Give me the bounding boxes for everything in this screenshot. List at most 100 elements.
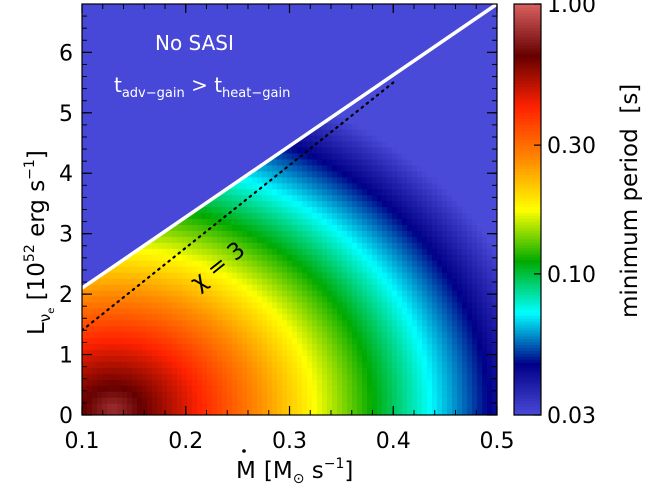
heatmap-cell bbox=[467, 242, 473, 249]
heatmap-cell bbox=[377, 194, 383, 202]
heatmap-cell bbox=[272, 337, 278, 345]
heatmap-cell bbox=[487, 75, 493, 83]
heatmap-cell bbox=[432, 141, 438, 148]
heatmap-cell bbox=[222, 307, 228, 315]
heatmap-cell bbox=[327, 164, 333, 172]
heatmap-cell bbox=[247, 242, 253, 249]
heatmap-cell bbox=[342, 355, 348, 362]
heatmap-cell bbox=[417, 123, 423, 130]
heatmap-cell bbox=[317, 218, 323, 225]
heatmap-cell bbox=[252, 379, 258, 386]
heatmap-cell bbox=[87, 379, 93, 386]
heatmap-cell bbox=[467, 260, 473, 267]
heatmap-cell bbox=[337, 158, 343, 166]
heatmap-cell bbox=[432, 295, 438, 303]
heatmap-cell bbox=[132, 349, 138, 357]
heatmap-cell bbox=[487, 146, 493, 154]
heatmap-cell bbox=[447, 117, 453, 124]
heatmap-cell bbox=[192, 343, 198, 351]
heatmap-cell bbox=[362, 385, 368, 392]
heatmap-cell bbox=[462, 152, 468, 160]
heatmap-cell bbox=[147, 409, 153, 415]
heatmap-cell bbox=[337, 176, 343, 184]
heatmap-cell bbox=[412, 230, 418, 237]
heatmap-cell bbox=[302, 272, 308, 279]
heatmap-cell bbox=[87, 319, 93, 327]
heatmap-cell bbox=[432, 200, 438, 208]
heatmap-cell bbox=[97, 325, 103, 333]
heatmap-cell bbox=[482, 349, 488, 357]
heatmap-cell bbox=[482, 272, 488, 279]
heatmap-cell bbox=[317, 242, 323, 249]
heatmap-cell bbox=[392, 385, 398, 392]
heatmap-cell bbox=[302, 355, 308, 362]
heatmap-cell bbox=[187, 307, 193, 315]
heatmap-cell bbox=[442, 87, 448, 94]
heatmap-cell bbox=[112, 301, 118, 309]
heatmap-cell bbox=[402, 307, 408, 315]
heatmap-cell bbox=[222, 313, 228, 321]
heatmap-cell bbox=[467, 230, 473, 237]
heatmap-cell bbox=[307, 355, 313, 362]
heatmap-cell bbox=[442, 278, 448, 285]
heatmap-cell bbox=[127, 355, 133, 362]
heatmap-cell bbox=[382, 355, 388, 362]
heatmap-cell bbox=[487, 260, 493, 267]
heatmap-cell bbox=[382, 361, 388, 368]
heatmap-cell bbox=[432, 397, 438, 404]
heatmap-cell bbox=[342, 224, 348, 231]
heatmap-cell bbox=[397, 176, 403, 184]
heatmap-cell bbox=[127, 349, 133, 357]
heatmap-cell bbox=[362, 152, 368, 160]
heatmap-cell bbox=[347, 355, 353, 362]
heatmap-cell bbox=[277, 170, 283, 178]
heatmap-cell bbox=[472, 170, 478, 178]
heatmap-cell bbox=[467, 391, 473, 398]
heatmap-cell bbox=[292, 379, 298, 386]
heatmap-cell bbox=[332, 224, 338, 231]
heatmap-cell bbox=[462, 194, 468, 202]
heatmap-cell bbox=[187, 283, 193, 291]
heatmap-cell bbox=[457, 325, 463, 333]
heatmap-cell bbox=[387, 164, 393, 172]
heatmap-cell bbox=[487, 391, 493, 398]
heatmap-cell bbox=[157, 272, 163, 279]
heatmap-cell bbox=[212, 272, 218, 279]
heatmap-cell bbox=[272, 158, 278, 166]
heatmap-cell bbox=[362, 379, 368, 386]
heatmap-cell bbox=[447, 224, 453, 231]
heatmap-cell bbox=[122, 295, 128, 303]
heatmap-cell bbox=[412, 236, 418, 243]
heatmap-cell bbox=[302, 242, 308, 249]
heatmap-cell bbox=[317, 337, 323, 345]
heatmap-cell bbox=[252, 409, 258, 415]
heatmap-cell bbox=[467, 307, 473, 315]
heatmap-cell bbox=[447, 236, 453, 243]
heatmap-cell bbox=[307, 266, 313, 273]
heatmap-cell bbox=[427, 254, 433, 261]
heatmap-cell bbox=[227, 385, 233, 392]
heatmap-cell bbox=[397, 242, 403, 249]
heatmap-cell bbox=[432, 135, 438, 142]
heatmap-cell bbox=[447, 373, 453, 380]
heatmap-cell bbox=[282, 194, 288, 202]
heatmap-cell bbox=[392, 105, 398, 112]
heatmap-cell bbox=[402, 158, 408, 166]
heatmap-cell bbox=[392, 212, 398, 220]
heatmap-cell bbox=[432, 81, 438, 88]
heatmap-cell bbox=[472, 242, 478, 249]
heatmap-cell bbox=[432, 236, 438, 243]
heatmap-cell bbox=[492, 146, 497, 154]
heatmap-cell bbox=[362, 146, 368, 154]
heatmap-cell bbox=[482, 164, 488, 172]
heatmap-cell bbox=[442, 164, 448, 172]
heatmap-cell bbox=[327, 170, 333, 178]
heatmap-cell bbox=[482, 385, 488, 392]
heatmap-cell bbox=[457, 278, 463, 285]
heatmap-cell bbox=[447, 123, 453, 130]
heatmap-cell bbox=[357, 260, 363, 267]
heatmap-cell bbox=[462, 135, 468, 142]
heatmap-cell bbox=[212, 409, 218, 415]
heatmap-cell bbox=[272, 218, 278, 225]
heatmap-cell bbox=[412, 135, 418, 142]
